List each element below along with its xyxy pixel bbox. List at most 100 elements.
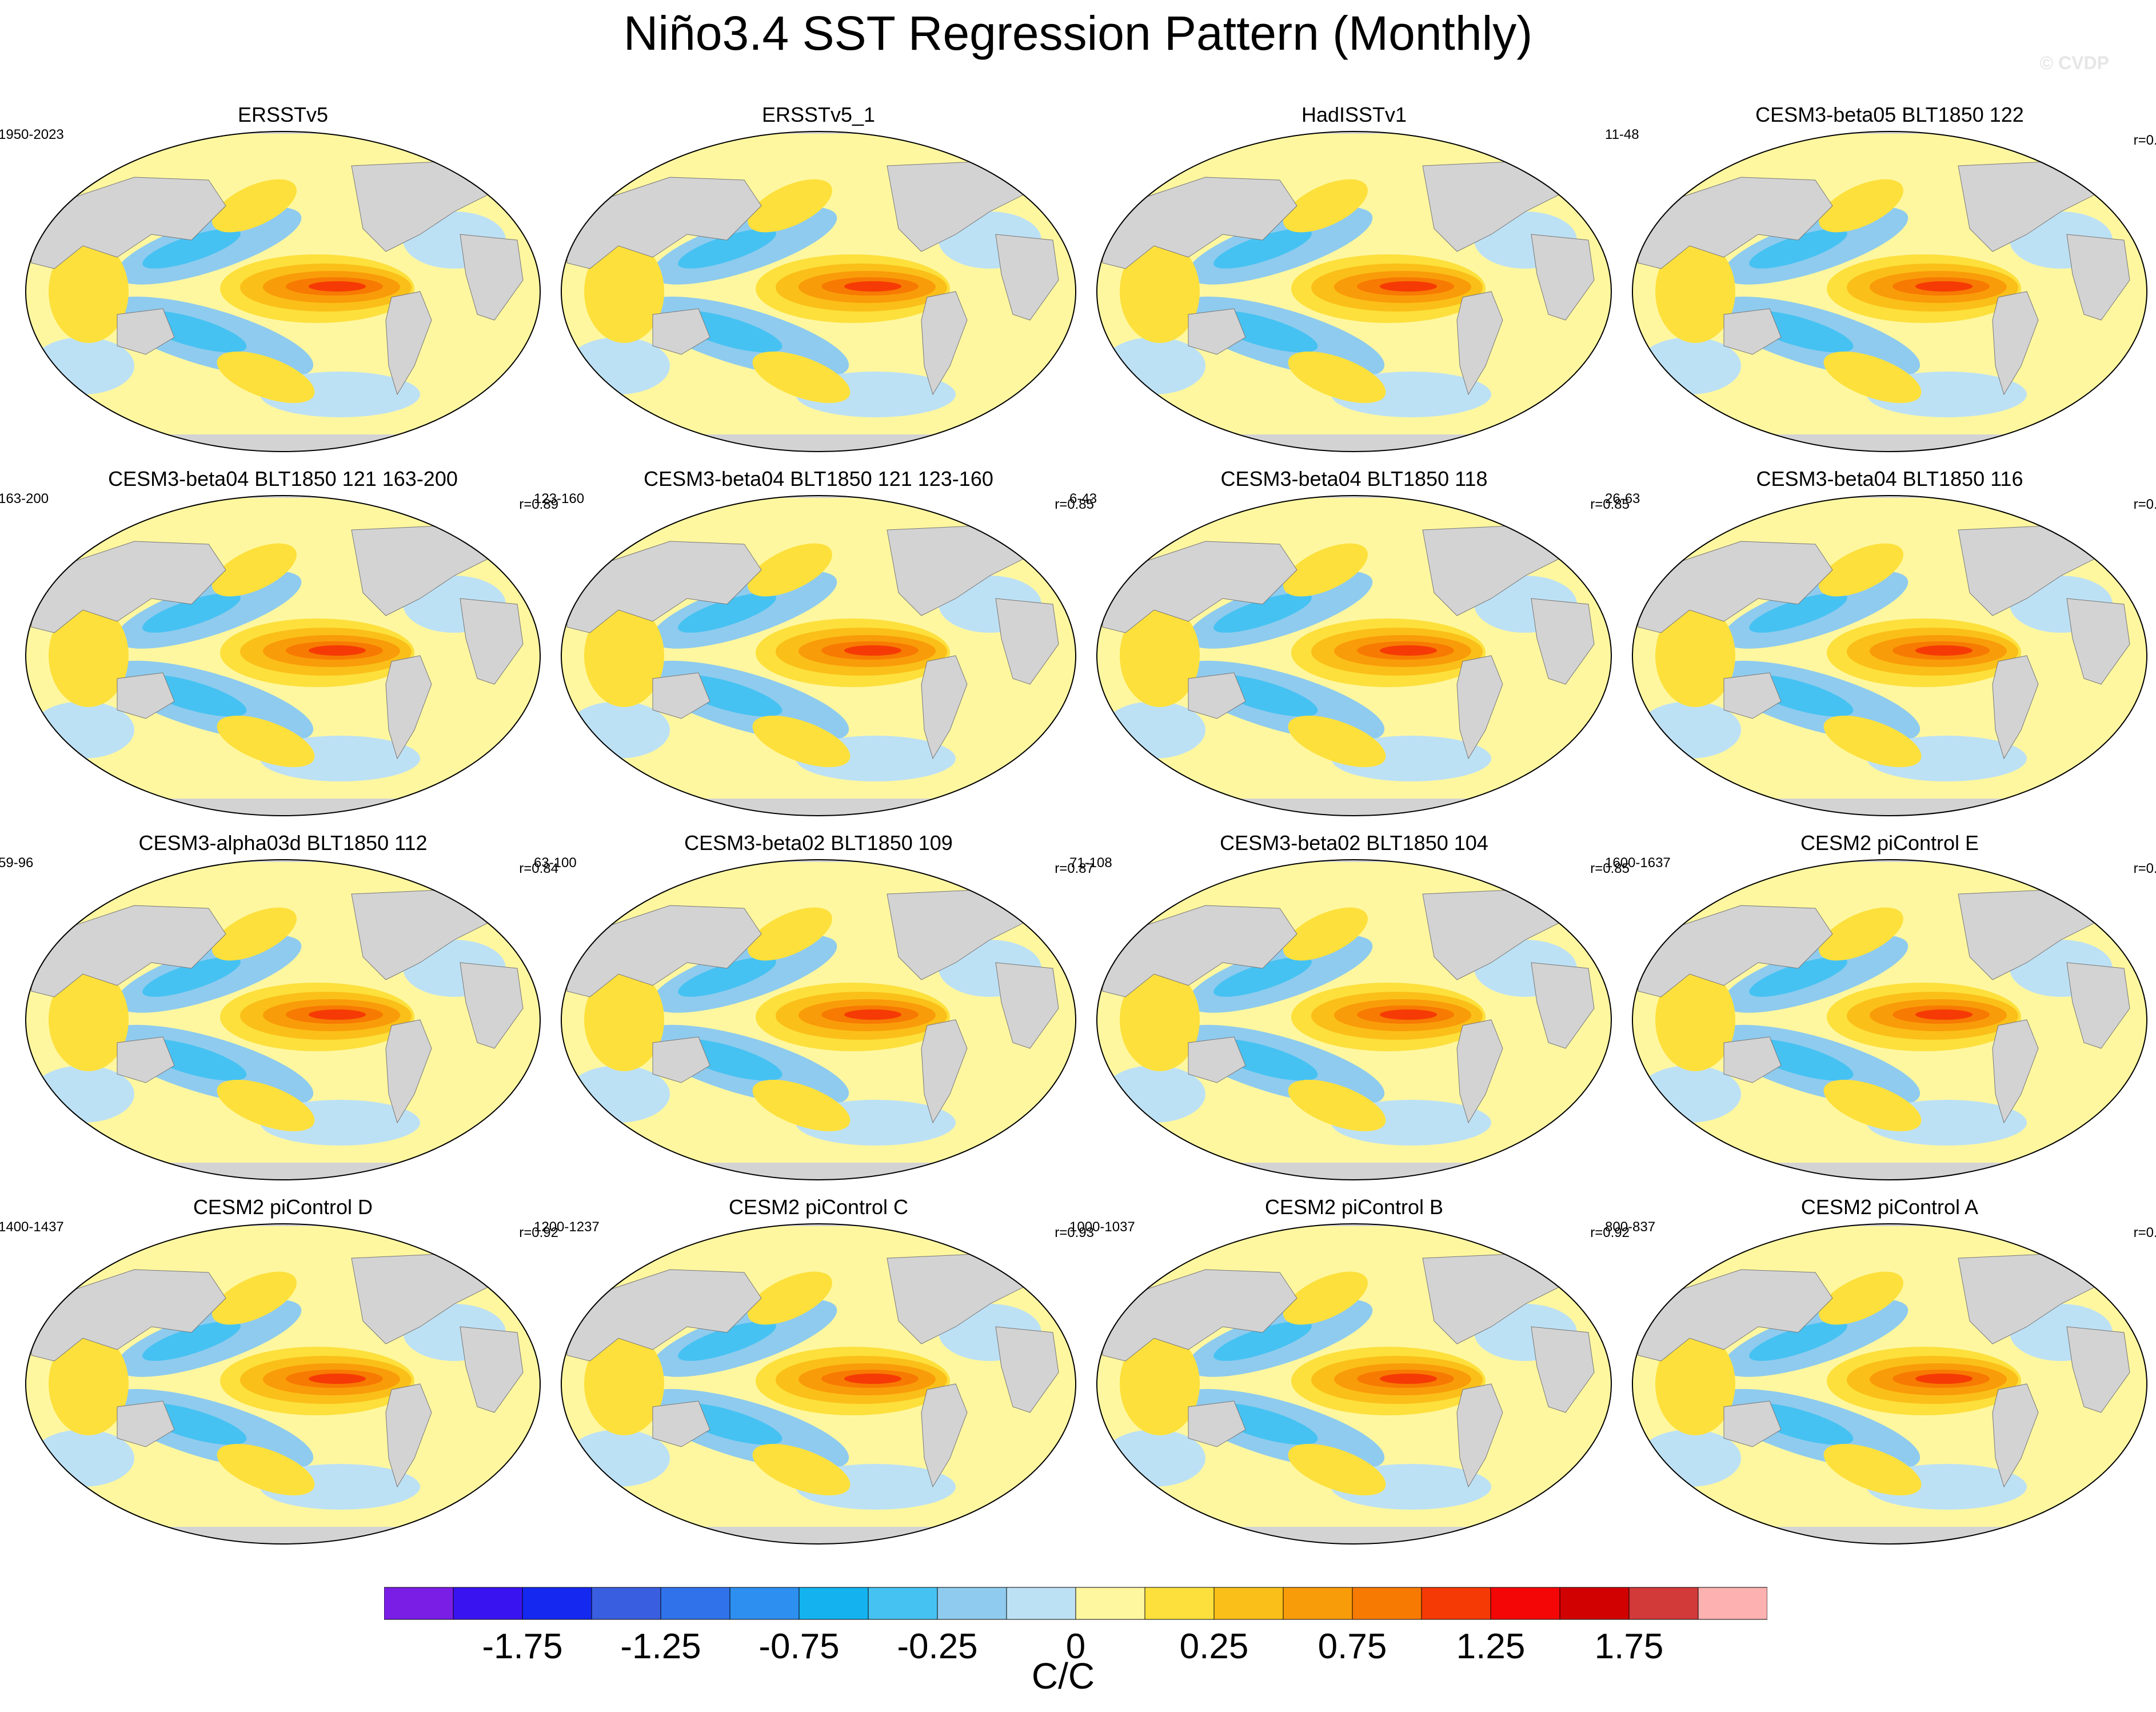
colorbar-swatches [384,1587,1768,1620]
panel-title: CESM3-beta02 BLT1850 109 [684,831,953,855]
colorbar-swatch [1698,1587,1768,1620]
regression-map [1096,495,1612,816]
colorbar-tick-label: -0.75 [758,1627,840,1666]
panel-period: 11-48 [1605,127,1639,142]
panel-title: ERSSTv5_1 [761,103,876,126]
colorbar-swatch [660,1587,730,1620]
colorbar-swatch [453,1587,523,1620]
regression-map [1632,1223,2147,1545]
panel-correlation: r=0.87 [1055,861,1094,876]
regression-map [1632,495,2147,816]
panel-period: 6-43 [1069,491,1097,506]
colorbar-tick-label: 0.25 [1179,1627,1249,1666]
colorbar-swatch [1628,1587,1699,1620]
map-panel: ERSSTv5_1 [550,103,1087,469]
colorbar-swatch [798,1587,869,1620]
regression-map [561,131,1076,452]
regression-map [1632,131,2147,452]
regression-map [1096,1223,1612,1545]
colorbar-swatch [1006,1587,1076,1620]
map-panel: HadISSTv1 [1085,103,1623,469]
colorbar-swatch [729,1587,800,1620]
regression-map [561,495,1076,816]
map-panel: CESM3-alpha03d BLT1850 112 59-96 r=0.84 [0,831,558,1197]
regression-map [25,859,541,1180]
map-panel: ERSSTv5 1950-2023 [0,103,552,469]
colorbar-tick-label: 0.75 [1317,1627,1387,1666]
colorbar-swatch [1283,1587,1353,1620]
map-panel: CESM2 piControl A 800-837 r=0.9 [1605,1195,2156,1561]
panel-title: CESM2 piControl E [1800,831,1979,855]
map-panel: CESM3-beta04 BLT1850 121 123-160 123-160 r… [534,467,1094,833]
colorbar-tick-label: 0 [1065,1627,1086,1666]
colorbar-swatch [591,1587,661,1620]
regression-map [561,1223,1076,1545]
panel-title: CESM2 piControl C [728,1195,909,1219]
colorbar-swatch [522,1587,592,1620]
panel-title: CESM3-beta04 BLT1850 121 123-160 [644,467,993,490]
colorbar-swatch [1421,1587,1491,1620]
panel-title: CESM3-alpha03d BLT1850 112 [138,831,428,855]
map-panel: CESM3-beta04 BLT1850 116 26-63 r=0.8 [1605,467,2156,833]
panel-period: 123-160 [534,491,585,506]
panel-title: ERSSTv5 [237,103,329,126]
panel-correlation: r=0.84 [519,861,558,876]
colorbar-swatch [1559,1587,1630,1620]
colorbar-swatch [1075,1587,1145,1620]
colorbar-tick-label: -1.25 [620,1627,701,1666]
panel-period: 1400-1437 [0,1219,64,1235]
panel-title: CESM3-beta04 BLT1850 116 [1756,467,2023,490]
panel-correlation: r=0.9 [2133,1225,2156,1240]
map-panel: CESM3-beta04 BLT1850 118 6-43 r=0.85 [1069,467,1630,833]
panel-correlation: r=0.85 [1590,497,1630,512]
panel-title: CESM2 piControl B [1264,1195,1444,1219]
panel-correlation: r=0.85 [1055,497,1094,512]
map-panel: CESM2 piControl D 1400-1437 r=0.92 [0,1195,558,1561]
colorbar-swatch [1213,1587,1284,1620]
map-panel: CESM2 piControl B 1000-1037 r=0.92 [1069,1195,1630,1561]
panel-title: HadISSTv1 [1301,103,1407,126]
panel-period: 800-837 [1605,1219,1656,1235]
panel-period: 26-63 [1605,491,1640,506]
panel-period: 59-96 [0,855,34,871]
map-panel: CESM3-beta02 BLT1850 109 63-100 r=0.87 [534,831,1094,1197]
panel-correlation: r=0.8 [2133,133,2156,148]
cvdp-watermark: © CVDP [2039,53,2109,73]
panel-period: 1600-1637 [1605,855,1671,871]
map-panel: CESM3-beta05 BLT1850 122 11-48 r=0.8 [1605,103,2156,469]
colorbar-swatch [384,1587,454,1620]
panel-period: 1200-1237 [534,1219,600,1235]
panel-title: CESM3-beta04 BLT1850 121 163-200 [108,467,458,490]
map-panel: CESM2 piControl C 1200-1237 r=0.93 [534,1195,1094,1561]
panel-correlation: r=0.93 [1055,1225,1094,1240]
map-panel: CESM2 piControl E 1600-1637 r=0.9 [1605,831,2156,1197]
colorbar-swatch [868,1587,938,1620]
panel-correlation: r=0.92 [519,1225,558,1240]
panel-period: 63-100 [534,855,577,871]
colorbar-tick-label: 1.25 [1456,1627,1526,1666]
panel-correlation: r=0.89 [519,497,558,512]
panel-title: CESM2 piControl A [1800,1195,1979,1219]
colorbar-tick-label: 1.75 [1594,1627,1664,1666]
panel-title: CESM3-beta04 BLT1850 118 [1220,467,1488,490]
regression-map [25,495,541,816]
panel-title: CESM3-beta05 BLT1850 122 [1755,103,2024,126]
colorbar-tick-label: -1.75 [482,1627,563,1666]
panel-correlation: r=0.85 [1590,861,1630,876]
panel-title: CESM2 piControl D [193,1195,373,1219]
panel-correlation: r=0.8 [2133,497,2156,512]
regression-map [561,859,1076,1180]
panel-period: 71-108 [1069,855,1112,871]
panel-title: CESM3-beta02 BLT1850 104 [1220,831,1488,855]
map-panel: CESM3-beta04 BLT1850 121 163-200 163-200 r… [0,467,558,833]
colorbar-swatch [1352,1587,1422,1620]
panel-correlation: r=0.9 [2133,861,2156,876]
colorbar-swatch [1144,1587,1215,1620]
map-panel: CESM3-beta02 BLT1850 104 71-108 r=0.85 [1069,831,1630,1197]
figure-title: Niño3.4 SST Regression Pattern (Monthly) [623,6,1533,60]
colorbar-swatch [1490,1587,1560,1620]
colorbar: -1.75 -1.25 -0.75 -0.25 0 0.25 0.75 1.25 1.75 [384,1586,1768,1666]
regression-map [1096,859,1612,1180]
panel-period: 1000-1037 [1069,1219,1135,1235]
panel-period: 1950-2023 [0,127,64,142]
